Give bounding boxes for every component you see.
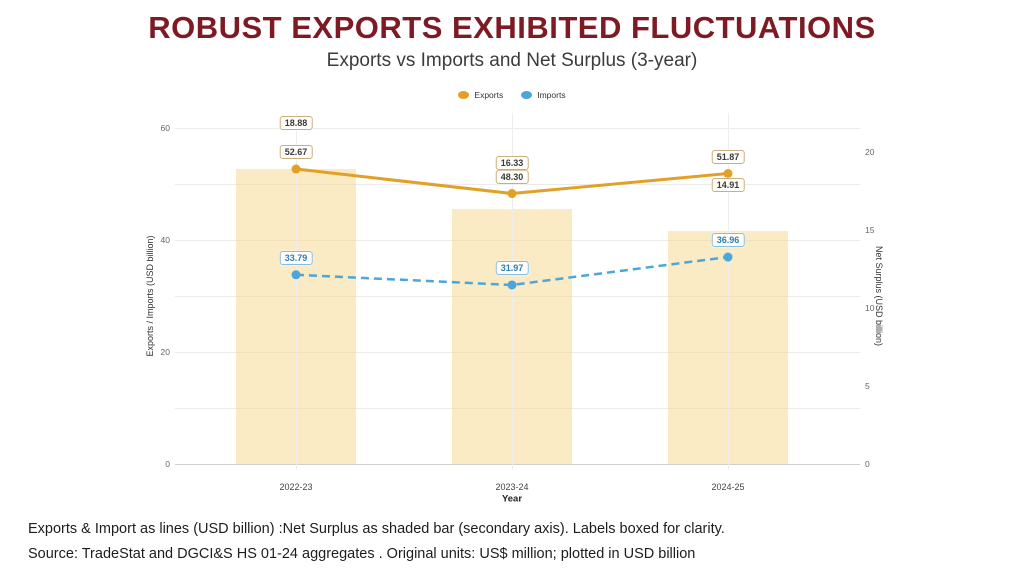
left-axis-tick-label: 40 bbox=[160, 235, 170, 245]
right-axis-tick-label: 15 bbox=[865, 225, 875, 235]
right-axis-tick-label: 5 bbox=[865, 381, 870, 391]
imports-data-label: 33.79 bbox=[279, 250, 313, 265]
left-axis-tick-label: 0 bbox=[165, 459, 170, 469]
exports-legend-marker-icon bbox=[458, 91, 470, 99]
left-axis-tick-label: 60 bbox=[160, 123, 170, 133]
net-surplus-data-label: 18.88 bbox=[279, 116, 313, 131]
right-axis-tick-label: 0 bbox=[865, 459, 870, 469]
legend-label: Imports bbox=[537, 90, 566, 100]
x-axis-tick-label: 2024-25 bbox=[711, 482, 745, 492]
chart-legend: Exports Imports bbox=[0, 90, 1024, 100]
chart-subtitle: Exports vs Imports and Net Surplus (3-ye… bbox=[326, 50, 698, 71]
gridline-vertical bbox=[728, 113, 729, 470]
legend-label: Exports bbox=[474, 90, 504, 100]
right-axis-tick-label: 20 bbox=[865, 147, 875, 157]
chart-footnote: Exports & Import as lines (USD billion) … bbox=[28, 521, 725, 537]
imports-data-label: 36.96 bbox=[711, 233, 745, 248]
left-axis-tick-label: 20 bbox=[160, 347, 170, 357]
imports-legend-marker-icon bbox=[521, 91, 533, 99]
exports-data-label: 51.87 bbox=[711, 149, 745, 164]
exports-data-label: 52.67 bbox=[279, 145, 313, 160]
x-axis-title: Year bbox=[501, 493, 523, 505]
x-axis-line bbox=[175, 464, 860, 465]
legend-item-exports: Exports bbox=[458, 90, 503, 100]
x-axis-tick-label: 2022-23 bbox=[279, 482, 313, 492]
gridline-horizontal bbox=[175, 128, 860, 129]
net-surplus-data-label: 16.33 bbox=[495, 156, 529, 171]
net-surplus-data-label: 14.91 bbox=[711, 178, 745, 193]
source-note: Source: TradeStat and DGCI&S HS 01-24 ag… bbox=[28, 546, 696, 562]
exports-data-label: 48.30 bbox=[495, 169, 529, 184]
right-axis-title: Net Surplus (USD billion) bbox=[874, 245, 884, 347]
page-title: ROBUST EXPORTS EXHIBITED FLUCTUATIONS bbox=[148, 10, 876, 45]
gridline-vertical bbox=[512, 113, 513, 470]
legend-item-imports: Imports bbox=[521, 90, 566, 100]
x-axis-tick-label: 2023-24 bbox=[495, 482, 529, 492]
imports-data-label: 31.97 bbox=[495, 260, 529, 275]
left-axis-title: Exports / Imports (USD billion) bbox=[145, 235, 155, 357]
gridline-vertical bbox=[296, 113, 297, 470]
right-axis-tick-label: 10 bbox=[865, 303, 875, 313]
